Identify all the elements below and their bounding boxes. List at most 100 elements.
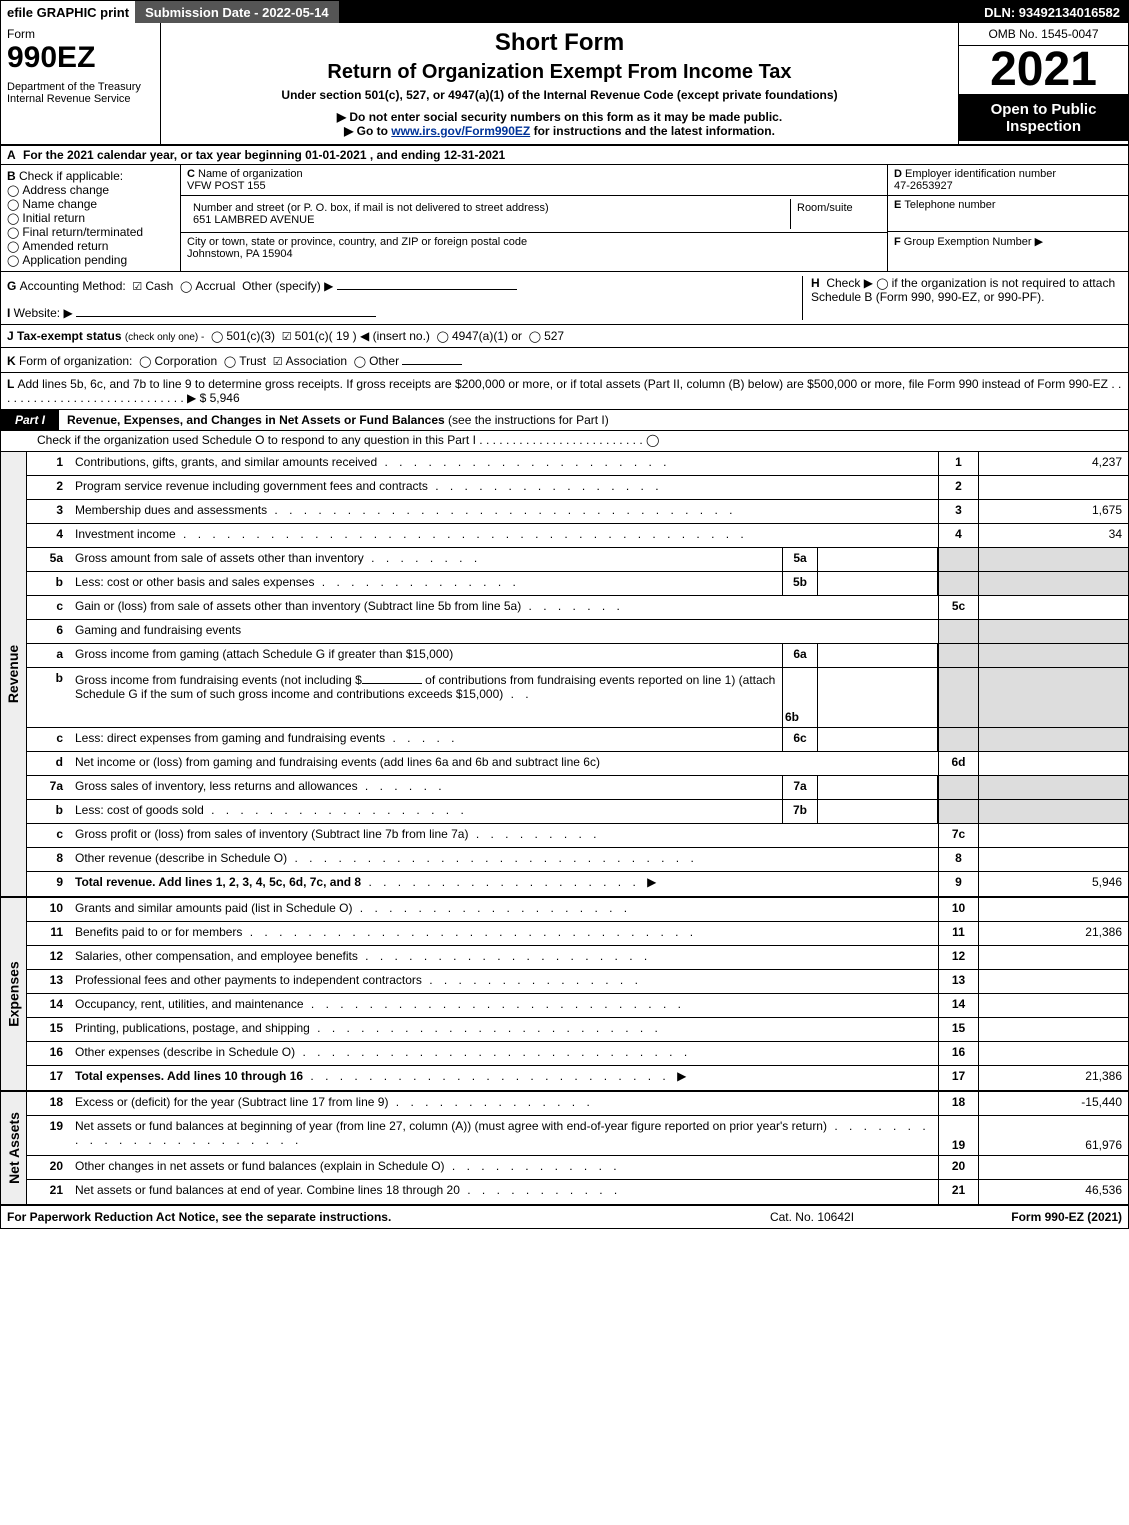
line-11-num: 11 <box>938 922 978 945</box>
line-15-val <box>978 1018 1128 1041</box>
line-15-num: 15 <box>938 1018 978 1041</box>
line-14-desc: Occupancy, rent, utilities, and maintena… <box>75 997 304 1011</box>
L-val: $ 5,946 <box>200 391 240 405</box>
dln-label: DLN: 93492134016582 <box>976 3 1128 22</box>
cb-cash[interactable] <box>132 279 145 293</box>
department-label: Department of the Treasury Internal Reve… <box>7 81 154 105</box>
opt-initial-return: Initial return <box>22 211 85 225</box>
line-7c-desc: Gross profit or (loss) from sales of inv… <box>75 827 468 841</box>
line-19-val: 61,976 <box>978 1116 1128 1155</box>
line-3-val: 1,675 <box>978 500 1128 523</box>
line-8-num: 8 <box>938 848 978 871</box>
line-7b-mn: 7b <box>782 800 818 823</box>
org-city: Johnstown, PA 15904 <box>187 248 293 260</box>
cb-corporation[interactable] <box>139 354 154 368</box>
goto-post: for instructions and the latest informat… <box>534 124 775 138</box>
cb-trust[interactable] <box>224 354 239 368</box>
cb-application-pending[interactable] <box>7 253 22 267</box>
opt-final-return: Final return/terminated <box>22 225 143 239</box>
website-input[interactable] <box>76 303 376 317</box>
cb-501c[interactable] <box>282 329 295 343</box>
line-7a-mv <box>818 776 938 799</box>
cb-initial-return[interactable] <box>7 211 22 225</box>
line-4-val: 34 <box>978 524 1128 547</box>
form-header: Form 990EZ Department of the Treasury In… <box>1 23 1128 146</box>
line-13-desc: Professional fees and other payments to … <box>75 973 422 987</box>
opt-accrual: Accrual <box>195 279 235 293</box>
ssn-note: Do not enter social security numbers on … <box>171 110 948 124</box>
cb-address-change[interactable] <box>7 183 22 197</box>
line-21-num: 21 <box>938 1180 978 1204</box>
irs-link[interactable]: www.irs.gov/Form990EZ <box>391 124 530 138</box>
line-5c-num: 5c <box>938 596 978 619</box>
cb-final-return[interactable] <box>7 225 22 239</box>
line-5b-mv <box>818 572 938 595</box>
row-BCDEF: B Check if applicable: Address change Na… <box>1 165 1128 272</box>
line-5c-val <box>978 596 1128 619</box>
form-label: Form <box>7 27 154 41</box>
line-18-val: -15,440 <box>978 1092 1128 1115</box>
line-17-desc: Total expenses. Add lines 10 through 16 <box>75 1069 303 1083</box>
other-specify-input[interactable] <box>337 276 517 290</box>
line-2-val <box>978 476 1128 499</box>
under-section-note: Under section 501(c), 527, or 4947(a)(1)… <box>171 88 948 102</box>
line-6b-amount-input[interactable] <box>362 671 422 684</box>
K-label: Form of organization: <box>19 354 132 368</box>
cb-part1-scheduleO[interactable]: ◯ <box>646 433 659 447</box>
line-6a-mn: 6a <box>782 644 818 667</box>
C-name-label: Name of organization <box>198 168 303 180</box>
line-1-desc: Contributions, gifts, grants, and simila… <box>75 455 377 469</box>
line-20-desc: Other changes in net assets or fund bala… <box>75 1159 445 1173</box>
revenue-sidelabel: Revenue <box>1 452 27 896</box>
line-9-val: 5,946 <box>978 872 1128 896</box>
line-16-val <box>978 1042 1128 1065</box>
J-note: (check only one) - <box>125 332 204 343</box>
cb-4947[interactable] <box>437 329 452 343</box>
line-5a-mn: 5a <box>782 548 818 571</box>
G-label: Accounting Method: <box>20 279 126 293</box>
cb-accrual[interactable] <box>180 279 195 293</box>
opt-association: Association <box>286 354 347 368</box>
cb-amended-return[interactable] <box>7 239 22 253</box>
line-20-num: 20 <box>938 1156 978 1179</box>
opt-cash: Cash <box>145 279 173 293</box>
C-city-label: City or town, state or province, country… <box>187 236 527 248</box>
line-2-desc: Program service revenue including govern… <box>75 479 428 493</box>
line-21-desc: Net assets or fund balances at end of ye… <box>75 1183 460 1197</box>
col-B: B Check if applicable: Address change Na… <box>1 165 181 271</box>
cb-other[interactable] <box>354 354 369 368</box>
opt-other-specify: Other (specify) <box>242 279 321 293</box>
line-20-val <box>978 1156 1128 1179</box>
line-6d-desc: Net income or (loss) from gaming and fun… <box>75 755 600 769</box>
line-7a-mn: 7a <box>782 776 818 799</box>
D-label: Employer identification number <box>905 168 1056 180</box>
cb-H[interactable] <box>876 276 891 290</box>
page-footer: For Paperwork Reduction Act Notice, see … <box>1 1206 1128 1228</box>
efile-print-label[interactable]: efile GRAPHIC print <box>1 1 135 23</box>
cb-501c3[interactable] <box>211 329 226 343</box>
opt-amended-return: Amended return <box>22 239 108 253</box>
F-label: Group Exemption Number <box>904 236 1032 248</box>
line-1-num: 1 <box>938 452 978 475</box>
line-18-num: 18 <box>938 1092 978 1115</box>
line-9-desc: Total revenue. Add lines 1, 2, 3, 4, 5c,… <box>75 875 361 889</box>
cb-name-change[interactable] <box>7 197 22 211</box>
line-14-num: 14 <box>938 994 978 1017</box>
cb-527[interactable] <box>529 329 544 343</box>
part1-checktext: Check if the organization used Schedule … <box>37 433 476 447</box>
line-3-desc: Membership dues and assessments <box>75 503 267 517</box>
tax-year: 2021 <box>959 46 1128 95</box>
line-9-num: 9 <box>938 872 978 896</box>
line-7b-mv <box>818 800 938 823</box>
top-bar: efile GRAPHIC print Submission Date - 20… <box>1 1 1128 23</box>
opt-name-change: Name change <box>22 197 97 211</box>
footer-cat: Cat. No. 10642I <box>702 1210 922 1224</box>
part1-title: Revenue, Expenses, and Changes in Net As… <box>67 413 445 427</box>
line-6a-desc: Gross income from gaming (attach Schedul… <box>75 647 453 661</box>
row-A-text: For the 2021 calendar year, or tax year … <box>23 148 505 162</box>
cb-association[interactable] <box>273 354 286 368</box>
line-11-val: 21,386 <box>978 922 1128 945</box>
line-12-desc: Salaries, other compensation, and employ… <box>75 949 358 963</box>
other-org-input[interactable] <box>402 352 462 365</box>
line-5a-desc: Gross amount from sale of assets other t… <box>75 551 364 565</box>
